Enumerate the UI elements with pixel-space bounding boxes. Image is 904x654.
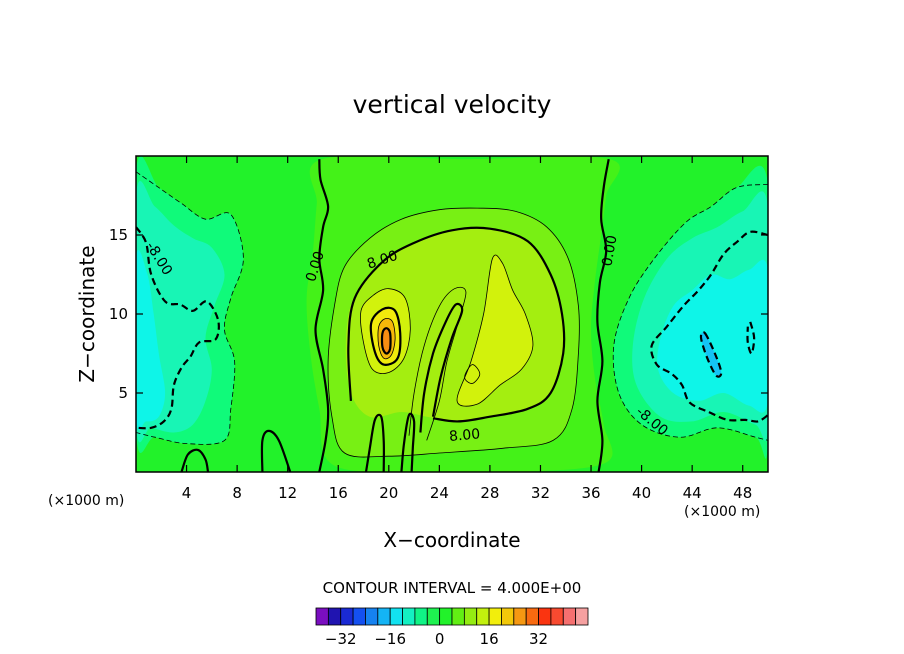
x-unit-right: (×1000 m) <box>684 504 760 520</box>
contour-line <box>464 364 481 384</box>
colorbar-tick-label: 16 <box>480 630 499 648</box>
contour-line <box>650 230 768 423</box>
contour-fill-regions <box>136 156 768 472</box>
colorbar-swatch <box>562 607 577 626</box>
chart-title: vertical velocity <box>353 90 552 119</box>
colorbar-swatch <box>414 607 428 626</box>
plot-area: 0.00 8.008.000.00-8.00-8.00 <box>136 156 768 472</box>
y-axis-label: Z−coordinate <box>75 245 99 382</box>
x-tick-label: 44 <box>683 484 702 502</box>
x-tick-label: 4 <box>182 484 192 502</box>
contour-region <box>700 332 722 377</box>
colorbar-tick-label: 32 <box>529 630 548 648</box>
colorbar-swatch <box>426 607 441 626</box>
colorbar-tick-label: −16 <box>374 630 406 648</box>
contour-lines <box>136 159 768 472</box>
colorbar-swatch <box>463 607 478 626</box>
x-tick-label: 28 <box>480 484 499 502</box>
colorbar-swatch <box>365 607 379 626</box>
contour-line <box>364 413 386 472</box>
x-axis: 4 8 12 16 20 24 28 32 36 40 44 48 <box>182 156 752 502</box>
colorbar-swatch <box>488 607 502 626</box>
colorbar-tick-label: 0 <box>435 630 445 648</box>
colorbar-swatch <box>538 607 552 626</box>
colorbar-swatch <box>575 607 589 626</box>
x-tick-label: 8 <box>232 484 242 502</box>
x-tick-label: 36 <box>581 484 600 502</box>
contour-line <box>699 330 723 378</box>
x-unit-left: (×1000 m) <box>48 493 124 509</box>
contour-line <box>327 207 580 458</box>
colorbar-swatch <box>513 607 527 626</box>
x-tick-label: 32 <box>531 484 550 502</box>
contour-line <box>419 302 464 433</box>
colorbar-swatch <box>402 607 416 626</box>
contour-line <box>377 317 396 360</box>
colorbar-swatch <box>352 607 366 626</box>
contour-line <box>408 286 467 441</box>
contour-line <box>136 171 244 445</box>
contour-line <box>360 288 411 374</box>
contour-region <box>136 250 166 431</box>
contour-line <box>136 226 220 430</box>
colorbar-swatch <box>377 607 391 626</box>
contour-label: 0.00 <box>599 234 620 267</box>
colorbar-swatch <box>451 607 465 626</box>
colorbar-swatch <box>476 607 490 626</box>
x-tick-label: 40 <box>632 484 651 502</box>
colorbar-swatch <box>550 607 564 626</box>
x-axis-label: X−coordinate <box>383 528 520 552</box>
y-tick-label: 15 <box>109 226 128 244</box>
contour-label: 8.00 <box>448 426 480 445</box>
x-tick-label: 20 <box>379 484 398 502</box>
x-tick-label: 24 <box>430 484 449 502</box>
contour-line <box>347 226 566 423</box>
contour-line <box>369 306 402 366</box>
colorbar-swatch <box>340 607 354 626</box>
y-tick-label: 10 <box>109 305 128 323</box>
contour-line <box>180 448 210 472</box>
y-axis: 5 10 15 <box>109 226 768 402</box>
contour-region <box>657 259 768 413</box>
contour-region <box>457 255 533 407</box>
y-tick-label: 5 <box>118 384 128 402</box>
colorbar-tick-label: −32 <box>325 630 357 648</box>
colorbar-swatch <box>389 607 403 626</box>
contour-line <box>746 321 756 355</box>
x-tick-label: 16 <box>329 484 348 502</box>
colorbar-swatch <box>439 607 453 626</box>
contour-line <box>596 159 610 472</box>
x-tick-label: 12 <box>278 484 297 502</box>
contour-line <box>456 254 534 407</box>
contour-line <box>380 327 392 355</box>
contour-interval-text: CONTOUR INTERVAL = 4.000E+00 <box>323 579 582 597</box>
contour-line <box>400 412 416 472</box>
colorbar: −32 −16 0 16 32 <box>315 607 589 648</box>
contour-line <box>314 159 330 472</box>
x-tick-label: 48 <box>733 484 752 502</box>
contour-line <box>260 429 292 472</box>
colorbar-swatch <box>315 607 329 626</box>
contour-region <box>381 328 391 354</box>
colorbar-swatch <box>327 607 342 626</box>
colorbar-swatch <box>525 607 539 626</box>
colorbar-swatch <box>501 607 515 626</box>
